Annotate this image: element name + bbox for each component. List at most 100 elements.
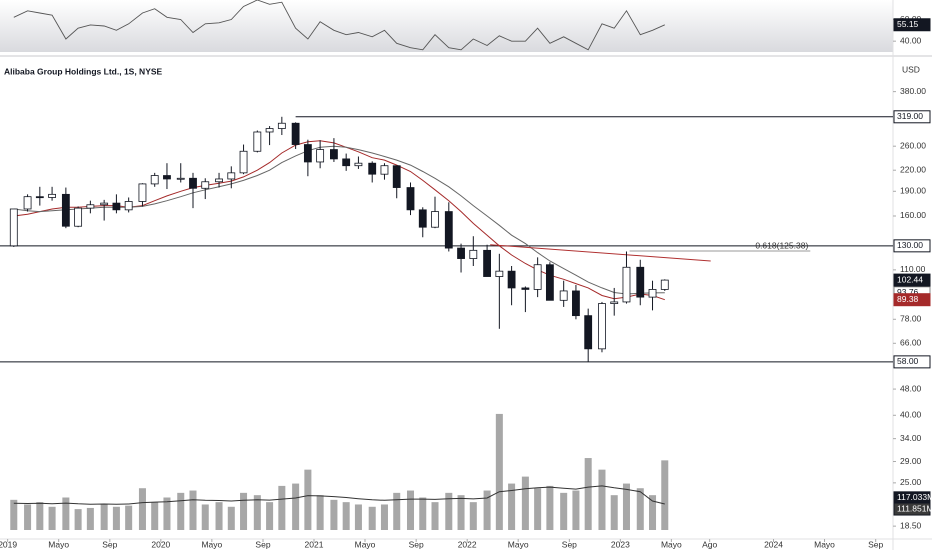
- volume-bar: [534, 488, 542, 530]
- level-tag: 58.00: [897, 356, 919, 366]
- rsi-line: [13, 0, 665, 51]
- volume-bar: [201, 504, 209, 530]
- volume-bar: [112, 506, 120, 530]
- volume-bar: [138, 488, 146, 530]
- volume-bar: [431, 502, 439, 530]
- candle-body: [636, 266, 645, 298]
- candle-body: [138, 183, 147, 202]
- candle-body: [380, 165, 389, 175]
- volume-bar: [304, 469, 312, 530]
- y-tick-label: 34.00: [900, 433, 922, 443]
- candle-body: [368, 162, 377, 175]
- candle-body: [660, 279, 669, 290]
- volume-bar: [48, 506, 56, 530]
- candle-body: [622, 266, 631, 303]
- y-tick-label: 380.00: [900, 86, 926, 96]
- volume-bar: [636, 488, 644, 530]
- y-tick-label: 110.00: [900, 264, 926, 274]
- volume-bar: [560, 492, 568, 530]
- volume-bar: [24, 504, 32, 530]
- ma-tag-box: [893, 293, 931, 307]
- ma-tag: 89.38: [897, 294, 919, 304]
- rsi-tag: 55.15: [897, 19, 919, 29]
- candle-body: [469, 249, 478, 259]
- y-tick-label: 190.00: [900, 186, 926, 196]
- volume-bar: [546, 485, 554, 530]
- candle-body: [189, 177, 197, 189]
- fib-label: 0.618(125.38): [755, 240, 808, 250]
- volume-bar: [86, 507, 94, 530]
- y-tick-label: 260.00: [900, 140, 926, 150]
- x-tick-label: Mayo: [355, 539, 376, 549]
- volume-bar: [368, 506, 376, 530]
- candle-body: [354, 162, 363, 167]
- y-tick-label: 29.00: [900, 456, 922, 466]
- volume-tag-box: [893, 502, 931, 516]
- volume-bar: [393, 492, 401, 530]
- candle-body: [100, 202, 109, 206]
- volume-bar: [342, 502, 350, 530]
- candle-body: [559, 290, 568, 301]
- candle-body: [545, 264, 554, 301]
- candle-body: [418, 209, 427, 228]
- volume-bar: [100, 504, 108, 530]
- x-tick-label: Sep: [409, 539, 424, 549]
- candle-body: [277, 122, 286, 129]
- volume-bar: [610, 495, 618, 530]
- volume-bar: [572, 490, 580, 530]
- volume-bar: [419, 497, 427, 530]
- candle-body: [124, 201, 133, 211]
- price-tag-box: [893, 273, 931, 287]
- candle-body: [342, 158, 351, 167]
- volume-bar: [36, 502, 44, 530]
- volume-bar: [62, 497, 70, 530]
- volume-bar: [521, 476, 529, 530]
- candle-body: [457, 247, 465, 259]
- candle-body: [330, 149, 338, 160]
- chart-title: Alibaba Group Holdings Ltd., 1S, NYSE: [4, 66, 163, 76]
- x-tick-label: Mayo: [201, 539, 222, 549]
- moving-average: [13, 145, 665, 295]
- volume-bar: [598, 469, 606, 530]
- candle-body: [253, 131, 262, 152]
- y-tick-label: 66.00: [900, 338, 922, 348]
- x-tick-label: Mayo: [661, 539, 682, 549]
- candle-body: [176, 177, 185, 180]
- candle-body: [533, 264, 542, 290]
- volume-bar: [177, 492, 185, 530]
- volume-bar: [125, 505, 133, 530]
- volume-bar: [380, 504, 388, 530]
- volume-bar: [266, 502, 274, 530]
- candle-body: [507, 270, 516, 289]
- candle-body: [431, 211, 439, 228]
- volume-bar: [445, 492, 453, 530]
- volume-bar: [10, 499, 18, 530]
- candle-body: [444, 211, 453, 249]
- candle-body: [316, 149, 325, 163]
- candle-body: [265, 128, 274, 133]
- volume-bar: [292, 483, 300, 530]
- x-tick-label: 2024: [764, 539, 783, 549]
- y-tick-label: 25.00: [900, 477, 922, 487]
- x-tick-label: Mayo: [48, 539, 69, 549]
- volume-bar: [74, 509, 82, 530]
- candle-body: [201, 181, 210, 189]
- volume-bar: [508, 483, 516, 530]
- candle-body: [227, 172, 236, 180]
- x-tick-label: 2023: [611, 539, 630, 549]
- candle-body: [112, 202, 121, 211]
- volume-bar: [584, 458, 592, 530]
- candle-body: [74, 207, 83, 227]
- x-tick-label: Mayo: [814, 539, 835, 549]
- volume-bar: [330, 499, 338, 530]
- y-tick-label: 160.00: [900, 210, 926, 220]
- y-tick-label: 48.00: [900, 383, 922, 393]
- volume-bar: [316, 495, 324, 530]
- candle-body: [163, 175, 171, 180]
- level-tag: 130.00: [897, 240, 923, 250]
- x-tick-label: 2021: [305, 539, 324, 549]
- candle-body: [610, 301, 619, 304]
- volume-ma: [13, 485, 665, 505]
- x-tick-label: Mayo: [508, 539, 529, 549]
